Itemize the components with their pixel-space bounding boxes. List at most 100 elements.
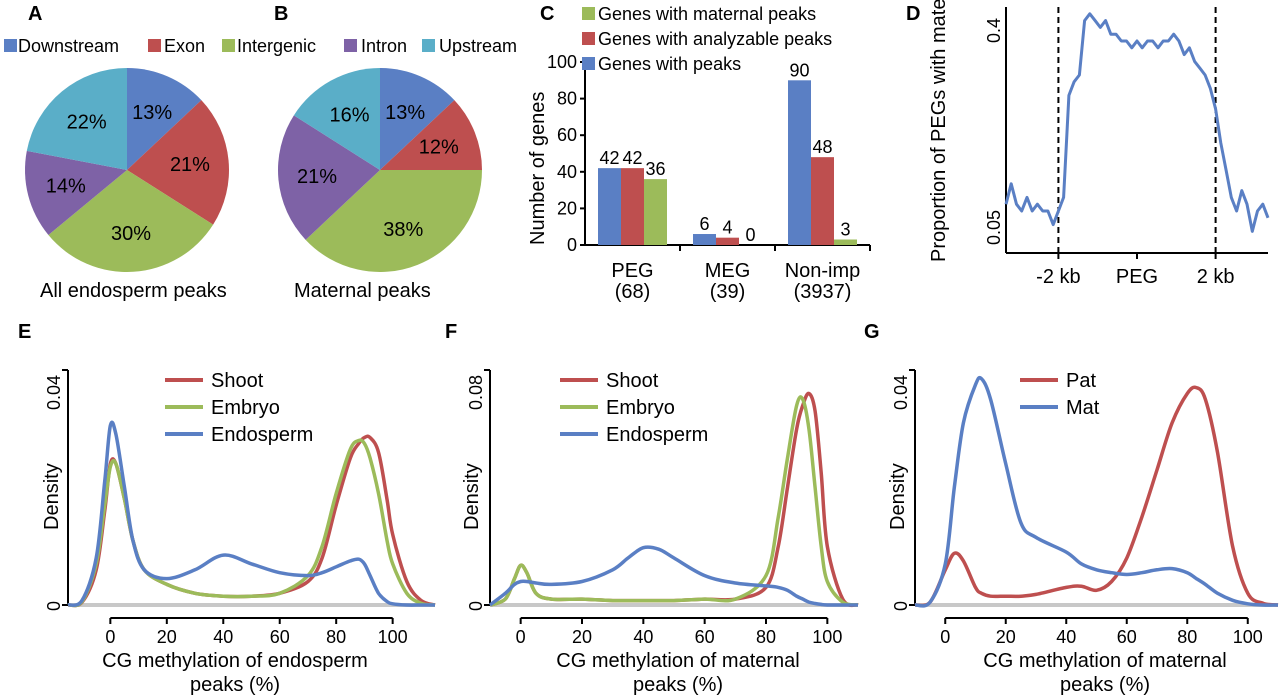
f-x-tick-label: 20 bbox=[572, 627, 592, 647]
pie-a-value-label: 22% bbox=[67, 111, 107, 133]
d-x-tick-label: 2 kb bbox=[1197, 266, 1235, 288]
bar-y-tick-label: 0 bbox=[567, 235, 577, 255]
e-legend-label: Shoot bbox=[211, 370, 264, 392]
bar-value-label: 0 bbox=[745, 225, 755, 245]
pie-b-value-label: 12% bbox=[419, 137, 459, 159]
f-legend-label: Embryo bbox=[606, 397, 675, 419]
e-x-tick-label: 0 bbox=[105, 627, 115, 647]
pie-a-value-label: 14% bbox=[46, 176, 86, 198]
e-x-tick-label: 40 bbox=[213, 627, 233, 647]
g-y-tick-label: 0 bbox=[891, 601, 911, 611]
d-y-tick-label: 0.05 bbox=[984, 210, 1004, 245]
f-legend-label: Shoot bbox=[606, 370, 659, 392]
bar-legend-swatch bbox=[582, 57, 595, 70]
bar-value-label: 36 bbox=[645, 159, 665, 179]
g-legend-label: Mat bbox=[1066, 397, 1100, 419]
bar-non-imp-0 bbox=[788, 80, 811, 245]
g-x-label-line: CG methylation of maternal bbox=[983, 650, 1226, 672]
pie-b-title: Maternal peaks bbox=[294, 280, 431, 302]
legend-label-upstream: Upstream bbox=[439, 36, 517, 56]
f-x-label-line: CG methylation of maternal bbox=[556, 650, 799, 672]
pie-b-value-label: 21% bbox=[297, 166, 337, 188]
bar-y-tick-label: 40 bbox=[557, 162, 577, 182]
g-x-label-line: peaks (%) bbox=[1060, 674, 1150, 696]
e-x-label-line: peaks (%) bbox=[190, 674, 280, 696]
line-chart-peg-proportion: 0.05 0.4 -2 kb PEG 2 kb bbox=[984, 7, 1270, 288]
pie-b-slice-upstream bbox=[293, 68, 380, 170]
g-legend-label: Pat bbox=[1066, 370, 1096, 392]
density-chart-maternal: 0 0.08 0 20 40 60 80 100 Shoot Embryo Endosperm bbox=[466, 369, 859, 647]
legend-swatch-downstream bbox=[4, 39, 17, 52]
f-x-label: CG methylation of maternal peaks (%) bbox=[556, 650, 799, 696]
bar-legend-label: Genes with peaks bbox=[598, 54, 741, 74]
bar-value-label: 42 bbox=[622, 148, 642, 168]
bar-y-tick-label: 100 bbox=[547, 52, 577, 72]
bar-meg-0 bbox=[693, 234, 716, 245]
pie-b-slice-intron bbox=[278, 115, 380, 240]
bar-value-label: 6 bbox=[699, 214, 709, 234]
e-x-label-line: CG methylation of endosperm bbox=[102, 650, 368, 672]
pie-a-value-label: 21% bbox=[170, 154, 210, 176]
bar-category-count: (3937) bbox=[794, 281, 852, 303]
bar-value-label: 4 bbox=[722, 218, 732, 238]
e-curve-embryo bbox=[67, 438, 436, 608]
bar-value-label: 3 bbox=[840, 220, 850, 240]
g-x-tick-label: 60 bbox=[1117, 627, 1137, 647]
f-curve-embryo bbox=[489, 395, 859, 607]
bar-value-label: 90 bbox=[789, 60, 809, 80]
f-y-label: Density bbox=[461, 463, 483, 530]
legend-swatch-exon bbox=[148, 39, 161, 52]
legend-swatch-upstream bbox=[422, 39, 435, 52]
bar-category-label: PEG bbox=[611, 260, 653, 282]
pie-b-value-label: 16% bbox=[330, 105, 370, 127]
pie-a-slice-exon bbox=[127, 100, 229, 225]
bar-legend-label: Genes with maternal peaks bbox=[598, 4, 816, 24]
legend-label-exon: Exon bbox=[164, 36, 205, 56]
bar-legend-label: Genes with analyzable peaks bbox=[598, 29, 832, 49]
bar-peg-1 bbox=[621, 168, 644, 245]
g-curve-mat bbox=[914, 375, 1279, 608]
d-x-tick-label: PEG bbox=[1116, 266, 1158, 288]
pie-b-value-label: 13% bbox=[385, 102, 425, 124]
bar-legend-swatch bbox=[582, 32, 595, 45]
bar-y-label: Number of genes bbox=[527, 92, 549, 245]
g-curve-pat bbox=[914, 385, 1279, 608]
panel-label-a: A bbox=[28, 3, 42, 25]
g-y-label: Density bbox=[887, 463, 909, 530]
g-x-tick-label: 80 bbox=[1177, 627, 1197, 647]
bar-category-count: (39) bbox=[710, 281, 746, 303]
pie-a-title: All endosperm peaks bbox=[40, 280, 227, 302]
d-y-tick-label: 0.4 bbox=[984, 18, 1004, 43]
legend-label-intergenic: Intergenic bbox=[237, 36, 316, 56]
panel-label-b: B bbox=[274, 3, 288, 25]
pie-b-slice-exon bbox=[380, 100, 482, 170]
density-chart-endosperm: 0 0.04 0 20 40 60 80 100 Shoot Embryo Endosperm bbox=[44, 369, 436, 647]
g-x-tick-label: 20 bbox=[996, 627, 1016, 647]
pie-a-slice-upstream bbox=[26, 68, 127, 170]
bar-value-label: 48 bbox=[812, 137, 832, 157]
f-x-tick-label: 60 bbox=[695, 627, 715, 647]
bar-category-label: Non-imp bbox=[785, 260, 861, 282]
e-curve-shoot bbox=[67, 434, 436, 608]
bar-legend-swatch bbox=[582, 7, 595, 20]
legend-label-downstream: Downstream bbox=[18, 36, 119, 56]
g-x-label: CG methylation of maternal peaks (%) bbox=[983, 650, 1226, 696]
g-x-tick-label: 100 bbox=[1233, 627, 1263, 647]
e-legend-label: Embryo bbox=[211, 397, 280, 419]
e-x-label: CG methylation of endosperm peaks (%) bbox=[102, 650, 368, 696]
e-x-tick-label: 60 bbox=[270, 627, 290, 647]
pie-a-slice-downstream bbox=[127, 68, 202, 170]
panel-label-e: E bbox=[18, 321, 31, 343]
e-y-tick-label: 0.04 bbox=[44, 375, 64, 410]
f-y-tick-label: 0 bbox=[466, 601, 486, 611]
e-legend-label: Endosperm bbox=[211, 424, 313, 446]
pie-legend: Downstream Exon Intergenic Intron Upstre… bbox=[4, 36, 517, 56]
f-x-tick-label: 100 bbox=[812, 627, 842, 647]
f-x-tick-label: 80 bbox=[756, 627, 776, 647]
f-x-tick-label: 0 bbox=[516, 627, 526, 647]
bar-non-imp-2 bbox=[834, 239, 857, 245]
pie-a-value-label: 13% bbox=[132, 102, 172, 124]
bar-y-tick-label: 20 bbox=[557, 198, 577, 218]
e-y-label: Density bbox=[41, 463, 63, 530]
